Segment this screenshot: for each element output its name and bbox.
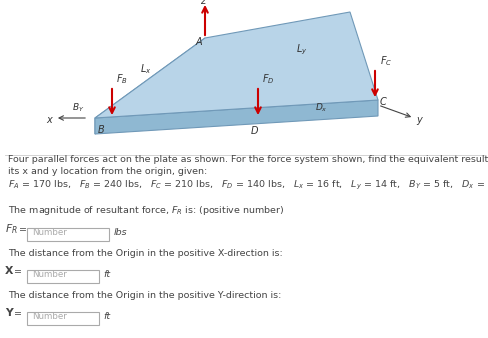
- Text: =: =: [14, 267, 22, 276]
- Text: D: D: [250, 126, 258, 136]
- Text: $F_D$: $F_D$: [262, 72, 274, 86]
- Text: C: C: [379, 97, 386, 107]
- Text: $F_A$ = 170 lbs,   $F_B$ = 240 lbs,   $F_C$ = 210 lbs,   $F_D$ = 140 lbs,   $L_x: $F_A$ = 170 lbs, $F_B$ = 240 lbs, $F_C$ …: [8, 178, 488, 192]
- Text: $B_Y$: $B_Y$: [72, 101, 84, 114]
- Text: The distance from the Origin in the positive Y-direction is:: The distance from the Origin in the posi…: [8, 291, 281, 300]
- Text: x: x: [46, 115, 52, 125]
- Text: $L_x$: $L_x$: [140, 62, 151, 76]
- Text: ft: ft: [103, 312, 110, 321]
- Text: Four parallel forces act on the plate as shown. For the force system shown, find: Four parallel forces act on the plate as…: [8, 155, 488, 164]
- Text: its x and y location from the origin, given:: its x and y location from the origin, gi…: [8, 167, 207, 176]
- Text: A: A: [196, 37, 202, 47]
- Text: Number: Number: [32, 312, 67, 321]
- Polygon shape: [95, 12, 377, 118]
- Text: The distance from the Origin in the positive X-direction is:: The distance from the Origin in the posi…: [8, 249, 282, 258]
- Text: y: y: [415, 115, 421, 125]
- Text: The magnitude of resultant force, $F_R$ is: (positive number): The magnitude of resultant force, $F_R$ …: [8, 204, 284, 217]
- Text: =: =: [19, 225, 27, 234]
- Text: $F_A$: $F_A$: [210, 0, 223, 2]
- Text: B: B: [98, 125, 104, 135]
- Text: $F_B$: $F_B$: [116, 72, 127, 86]
- Text: $D_x$: $D_x$: [314, 101, 327, 114]
- Polygon shape: [95, 100, 377, 134]
- Text: z: z: [200, 0, 205, 6]
- Text: lbs: lbs: [114, 228, 127, 237]
- Text: Number: Number: [32, 228, 67, 237]
- Text: ft: ft: [103, 270, 110, 279]
- Bar: [27, 270, 99, 283]
- Bar: [27, 312, 99, 325]
- Text: =: =: [14, 309, 22, 318]
- Bar: [27, 228, 109, 241]
- Polygon shape: [95, 38, 204, 134]
- Text: $L_y$: $L_y$: [295, 42, 307, 57]
- Text: X: X: [5, 266, 13, 276]
- Text: $F_R$: $F_R$: [5, 222, 18, 236]
- Text: Y: Y: [5, 308, 13, 318]
- Text: $F_C$: $F_C$: [379, 54, 391, 68]
- Text: Number: Number: [32, 270, 67, 279]
